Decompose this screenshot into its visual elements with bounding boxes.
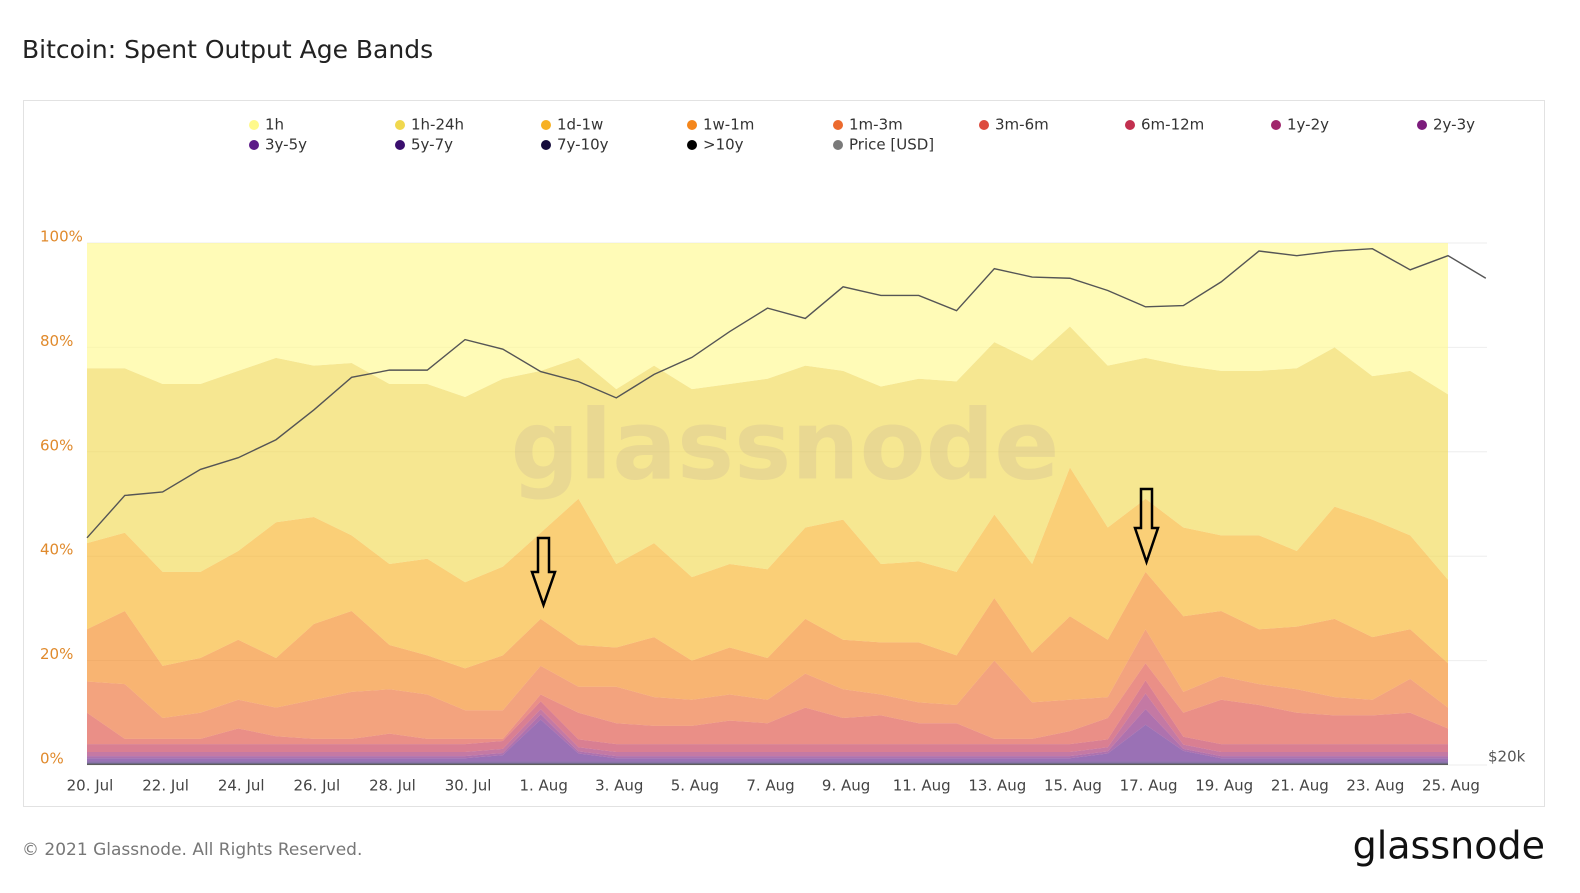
area-band bbox=[87, 243, 1448, 397]
legend-label: 1y-2y bbox=[1287, 116, 1329, 134]
areas bbox=[87, 243, 1448, 765]
area-band bbox=[87, 763, 1448, 765]
x-tick-label: 25. Aug bbox=[1422, 777, 1480, 795]
footer: © 2021 Glassnode. All Rights Reserved. bbox=[22, 840, 362, 860]
area-band bbox=[87, 629, 1448, 739]
y2-tick-label: $20k bbox=[1488, 748, 1526, 766]
legend-label: 5y-7y bbox=[411, 136, 453, 154]
y-tick-label: 20% bbox=[40, 645, 73, 663]
legend-label: Price [USD] bbox=[849, 136, 934, 154]
y-tick-label: 100% bbox=[40, 228, 83, 246]
price-line bbox=[86, 248, 1487, 539]
y-tick-label: 0% bbox=[40, 750, 64, 768]
x-tick-label: 30. Jul bbox=[445, 777, 492, 795]
area-band bbox=[87, 571, 1448, 719]
area-band bbox=[87, 326, 1448, 583]
x-tick-label: 22. Jul bbox=[142, 777, 189, 795]
legend-label: 6m-12m bbox=[1141, 116, 1204, 134]
arrow bbox=[1133, 487, 1160, 566]
x-tick-label: 19. Aug bbox=[1195, 777, 1253, 795]
x-tick-label: 23. Aug bbox=[1346, 777, 1404, 795]
area-band bbox=[87, 762, 1448, 764]
area-band bbox=[87, 663, 1448, 745]
y-tick-label: 40% bbox=[40, 541, 73, 559]
annotation-arrows bbox=[530, 487, 1160, 609]
legend-marker bbox=[395, 120, 405, 130]
area-band bbox=[87, 680, 1448, 752]
legend-label: 1h-24h bbox=[411, 116, 464, 134]
y-tick-label: 80% bbox=[40, 332, 73, 350]
x-tick-label: 17. Aug bbox=[1120, 777, 1178, 795]
legend-label: 1d-1w bbox=[557, 116, 603, 134]
x-tick-label: 11. Aug bbox=[893, 777, 951, 795]
area-band bbox=[87, 467, 1448, 669]
legend-label: 1h bbox=[265, 116, 284, 134]
chart-frame bbox=[23, 100, 1545, 807]
arrow bbox=[530, 536, 557, 609]
legend-marker bbox=[1417, 120, 1427, 130]
legend-marker bbox=[687, 140, 697, 150]
legend-label: 3m-6m bbox=[995, 116, 1049, 134]
legend-marker bbox=[541, 120, 551, 130]
y-tick-label: 60% bbox=[40, 436, 73, 454]
legend-marker bbox=[395, 140, 405, 150]
legend-label: 2y-3y bbox=[1433, 116, 1475, 134]
x-tick-label: 21. Aug bbox=[1271, 777, 1329, 795]
legend-marker bbox=[249, 120, 259, 130]
legend-label: 1w-1m bbox=[703, 116, 754, 134]
legend-label: 1m-3m bbox=[849, 116, 903, 134]
area-band bbox=[87, 761, 1448, 763]
legend-label: 7y-10y bbox=[557, 136, 609, 154]
x-tick-label: 15. Aug bbox=[1044, 777, 1102, 795]
x-tick-label: 20. Jul bbox=[67, 777, 114, 795]
brand-logo: glassnode bbox=[1353, 824, 1545, 868]
x-tick-label: 1. Aug bbox=[519, 777, 567, 795]
legend-marker bbox=[833, 120, 843, 130]
legend-marker bbox=[541, 140, 551, 150]
legend-marker bbox=[1271, 120, 1281, 130]
legend: 1h 1h-24h 1d-1w 1w-1m 1m-3m 3m-6m 6m-12m 1y-2y 2… bbox=[249, 116, 1475, 154]
axes: 0% 20% 40% 60% 80% 100% $20k 20. Jul 22. Jul 24. … bbox=[40, 228, 1526, 795]
legend-marker bbox=[687, 120, 697, 130]
x-tick-label: 24. Jul bbox=[218, 777, 265, 795]
legend-marker bbox=[249, 140, 259, 150]
x-tick-label: 28. Jul bbox=[369, 777, 416, 795]
legend-label: >10y bbox=[703, 136, 744, 154]
x-tick-label: 3. Aug bbox=[595, 777, 643, 795]
watermark: glassnode bbox=[511, 389, 1060, 501]
x-tick-label: 26. Jul bbox=[293, 777, 340, 795]
x-tick-label: 13. Aug bbox=[968, 777, 1026, 795]
legend-marker bbox=[1125, 120, 1135, 130]
chart-title: Bitcoin: Spent Output Age Bands bbox=[22, 35, 433, 64]
x-tick-label: 5. Aug bbox=[671, 777, 719, 795]
legend-marker bbox=[979, 120, 989, 130]
legend-label: 3y-5y bbox=[265, 136, 307, 154]
x-tick-label: 9. Aug bbox=[822, 777, 870, 795]
x-tick-label: 7. Aug bbox=[746, 777, 794, 795]
legend-marker bbox=[833, 140, 843, 150]
lines bbox=[86, 248, 1487, 539]
